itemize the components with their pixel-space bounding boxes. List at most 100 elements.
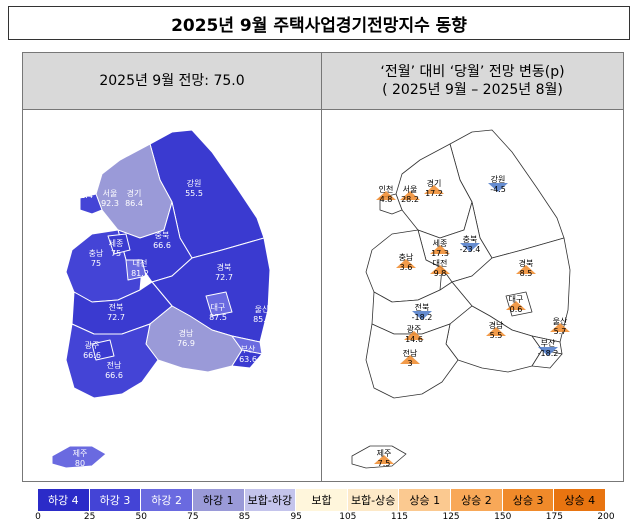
left-region-name-13: 부산	[241, 344, 256, 354]
right-region-name-5: 충북	[463, 235, 478, 244]
legend-tick-3: 75	[187, 512, 199, 522]
region-gwangju	[91, 339, 115, 361]
right-region-name-15: 전남	[403, 348, 418, 358]
right-region-value-15: 3	[407, 359, 412, 368]
down-arrow-icon	[538, 347, 558, 356]
right-region-name-12: 경남	[489, 320, 504, 330]
left-region-value-8: 72.7	[215, 273, 233, 282]
left-region-name-4: 세종	[109, 239, 124, 248]
right-region-value-3: -4.5	[490, 185, 506, 194]
legend-tick-4: 85	[238, 512, 251, 522]
region-jeju	[51, 445, 107, 469]
region-jeonnam	[65, 323, 159, 399]
up-arrow-icon	[396, 259, 416, 268]
left-region-name-2: 경기	[127, 188, 142, 198]
legend-item-3: 하강 1	[192, 489, 245, 511]
left-region-name-1: 서울	[103, 189, 118, 198]
outline-jeju	[351, 445, 407, 469]
legend-item-7: 상승 1	[399, 489, 452, 511]
right-region-value-4: 17.3	[431, 249, 449, 258]
left-region-name-9: 전북	[109, 302, 124, 312]
legend-tick-0: 0	[35, 512, 41, 522]
left-region-value-1: 92.3	[101, 199, 119, 208]
right-region-name-7: 대전	[433, 258, 448, 268]
legend-item-9: 상승 3	[502, 489, 555, 511]
left-region-value-7: 81.2	[131, 269, 149, 278]
left-region-name-15: 전남	[107, 360, 122, 370]
legend-item-10: 상승 4	[554, 489, 607, 511]
header-rule	[22, 109, 624, 110]
right-region-name-0: 인천	[379, 184, 394, 194]
right-panel-header: ‘전월’ 대비 ‘당월’ 전망 변동(p) ( 2025년 9월 – 2025년…	[322, 53, 623, 109]
down-arrow-icon	[488, 183, 508, 192]
region-busan	[231, 349, 263, 369]
left-region-value-14: 66.6	[83, 351, 101, 360]
region-daegu	[205, 291, 233, 317]
up-arrow-icon	[430, 245, 450, 254]
right-region-name-4: 세종	[433, 239, 448, 248]
legend-item-5: 보합	[296, 489, 348, 511]
legend-ticks: 0 25 50 75 85 95 105 115 125 150 175 200	[22, 512, 622, 526]
right-region-name-16: 제주	[377, 449, 392, 458]
right-region-value-6: 3.6	[400, 263, 413, 272]
left-region-name-8: 경북	[217, 262, 232, 272]
right-region-name-8: 경북	[519, 258, 534, 268]
left-region-name-6: 충남	[89, 249, 104, 258]
right-region-name-13: 부산	[541, 338, 556, 348]
right-region-value-8: 8.5	[520, 269, 533, 278]
right-header-line2: ( 2025년 9월 – 2025년 8월)	[382, 82, 563, 98]
left-region-name-11: 울산	[255, 304, 270, 314]
left-region-value-11: 85.7	[253, 315, 271, 324]
up-arrow-icon	[430, 265, 450, 274]
up-arrow-icon	[424, 185, 444, 194]
legend-item-4: 보합-하강	[244, 489, 297, 511]
right-region-value-11: 5.7	[554, 327, 567, 336]
right-region-name-1: 서울	[403, 185, 418, 194]
legend-tick-10: 175	[545, 512, 563, 522]
left-region-value-13: 63.6	[239, 355, 257, 364]
left-region-value-10: 87.5	[209, 313, 227, 322]
left-region-value-4: 75	[111, 249, 121, 258]
legend-bar: 하강 4 하강 3 하강 2 하강 1 보합-하강 보합 보합-상승 상승 1 상승 2 상승 3…	[38, 489, 607, 511]
left-region-value-2: 86.4	[125, 199, 143, 208]
left-region-name-16: 제주	[73, 449, 88, 458]
left-region-name-12: 경남	[179, 328, 194, 338]
legend-tick-5: 95	[290, 512, 302, 522]
page-title: 2025년 9월 주택사업경기전망지수 동향	[8, 6, 630, 40]
left-region-name-0: 인천	[77, 180, 92, 190]
right-region-value-1: 28.2	[401, 195, 419, 204]
up-arrow-icon	[400, 191, 420, 200]
down-arrow-icon	[412, 311, 432, 320]
right-region-name-9: 전북	[415, 302, 430, 312]
right-region-value-16: 7.5	[378, 459, 391, 468]
right-region-value-0: 4.8	[380, 195, 393, 204]
legend-item-0: 하강 4	[38, 489, 90, 511]
legend-tick-9: 150	[494, 512, 512, 522]
left-region-value-6: 75	[91, 259, 101, 268]
left-region-value-15: 66.6	[105, 371, 123, 380]
region-daejeon	[125, 259, 147, 281]
left-region-name-10: 대구	[211, 303, 226, 312]
right-region-value-12: 5.5	[490, 331, 503, 340]
right-region-name-11: 울산	[553, 316, 568, 326]
left-region-name-7: 대전	[133, 258, 148, 268]
right-region-value-5: -23.4	[460, 245, 481, 254]
right-region-name-10: 대구	[509, 295, 524, 304]
left-region-value-5: 66.6	[153, 241, 171, 250]
down-arrow-icon	[460, 243, 480, 252]
region-sejong	[107, 233, 131, 255]
left-panel-header: 2025년 9월 전망: 75.0	[23, 53, 321, 109]
up-arrow-icon	[374, 455, 394, 464]
right-region-name-2: 경기	[427, 178, 442, 188]
legend-tick-8: 125	[442, 512, 460, 522]
legend-item-2: 하강 2	[141, 489, 193, 511]
legend-item-6: 보합-상승	[347, 489, 400, 511]
region-incheon	[79, 193, 103, 215]
right-region-value-9: -18.2	[412, 313, 433, 322]
left-region-value-0: 71.4	[75, 191, 93, 200]
left-region-value-9: 72.7	[107, 313, 125, 322]
up-arrow-icon	[400, 355, 420, 364]
right-region-name-6: 충남	[399, 253, 414, 262]
